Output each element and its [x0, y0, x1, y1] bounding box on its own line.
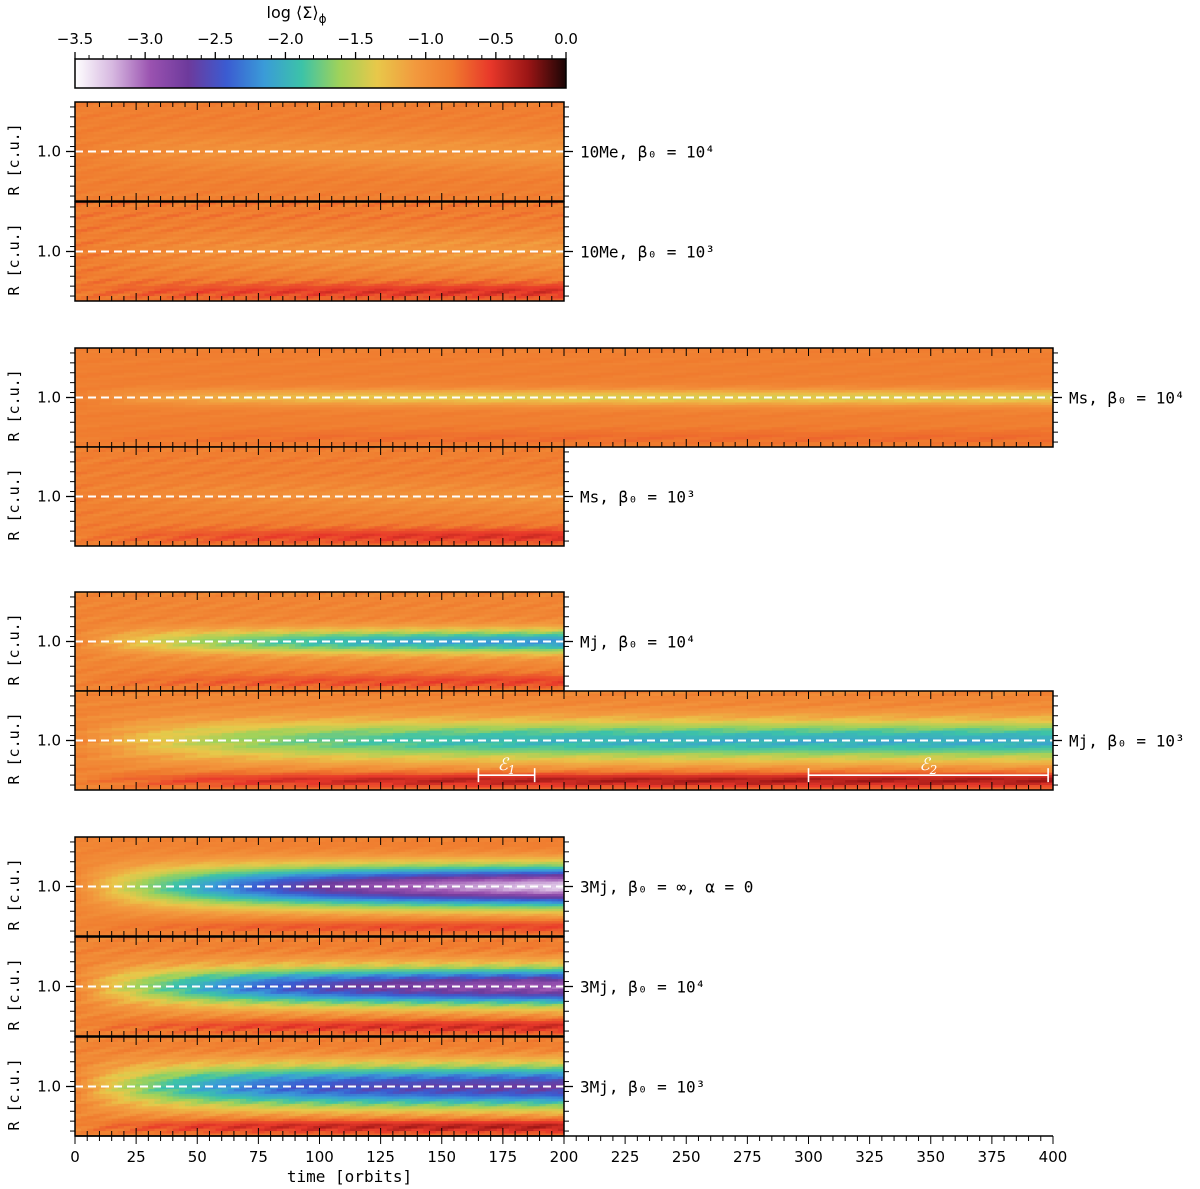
y-tick-label: 1.0: [37, 978, 61, 996]
x-tick-label: 150: [427, 1148, 456, 1166]
y-tick-label: 1.0: [37, 389, 61, 407]
x-tick-label: 350: [916, 1148, 945, 1166]
colorbar: −3.5 −3.0 −2.5 −2.0 −1.5 −1.0 −0.5 0.0 log ⟨Σ⟩ϕ: [57, 3, 578, 89]
panels: 1.0 R [c.u.] 10Me, β₀ = 10⁴ 1.0 R [c.u.] 10Me…: [5, 101, 1185, 1137]
panel-3Mj-b3: 1.0 R [c.u.] 3Mj, β₀ = 10³: [5, 1036, 705, 1137]
x-tick-label: 275: [733, 1148, 762, 1166]
heatmap-image: [75, 348, 1053, 447]
panel-label: 10Me, β₀ = 10⁴: [580, 143, 715, 162]
x-tick-label: 250: [672, 1148, 701, 1166]
panel-label: 3Mj, β₀ = 10⁴: [580, 978, 705, 997]
x-tick-label: 0: [70, 1148, 80, 1166]
panel-10Me-b3: 1.0 R [c.u.] 10Me, β₀ = 10³: [5, 201, 715, 302]
heatmap-image: [75, 837, 564, 936]
colorbar-gradient: [74, 58, 567, 89]
x-tick-label: 300: [794, 1148, 823, 1166]
y-axis-label: R [c.u.]: [5, 712, 23, 784]
heatmap-image: [75, 592, 564, 691]
x-axis: 0 25 50 75 100 125 150 175 200 225 250 275 300 325 350…: [70, 1135, 1068, 1186]
colorbar-tick-label: −3.0: [127, 30, 163, 48]
y-axis-label: R [c.u.]: [5, 123, 23, 195]
y-tick-label: 1.0: [37, 878, 61, 896]
y-axis-label: R [c.u.]: [5, 223, 23, 295]
colorbar-tick-label: −3.5: [57, 30, 93, 48]
heatmap-image: [75, 691, 1053, 790]
x-tick-label: 50: [188, 1148, 207, 1166]
panel-label: Mj, β₀ = 10³: [1069, 732, 1185, 751]
x-tick-label: 225: [611, 1148, 640, 1166]
heatmap-image: [75, 202, 564, 301]
x-axis-label: time [orbits]: [287, 1167, 412, 1186]
heatmap-image: [75, 447, 564, 546]
x-tick-label: 400: [1039, 1148, 1068, 1166]
panel-Ms-b3: 1.0 R [c.u.] Ms, β₀ = 10³: [5, 446, 696, 547]
panel-3Mj-b4: 1.0 R [c.u.] 3Mj, β₀ = 10⁴: [5, 936, 705, 1037]
colorbar-tick-label: −2.0: [267, 30, 303, 48]
panel-label: 3Mj, β₀ = ∞, α = 0: [580, 878, 753, 897]
x-tick-label: 75: [249, 1148, 268, 1166]
y-tick-label: 1.0: [37, 143, 61, 161]
x-tick-label: 175: [489, 1148, 518, 1166]
y-axis-label: R [c.u.]: [5, 468, 23, 540]
y-axis-label: R [c.u.]: [5, 1058, 23, 1130]
y-tick-label: 1.0: [37, 732, 61, 750]
panel-Ms-b4: 1.0 R [c.u.] Ms, β₀ = 10⁴: [5, 347, 1185, 448]
x-tick-label: 25: [127, 1148, 146, 1166]
panel-label: 10Me, β₀ = 10³: [580, 243, 715, 262]
x-tick-label: 325: [855, 1148, 884, 1166]
x-tick-label: 375: [978, 1148, 1007, 1166]
y-axis-label: R [c.u.]: [5, 369, 23, 441]
y-tick-label: 1.0: [37, 1078, 61, 1096]
panel-label: 3Mj, β₀ = 10³: [580, 1078, 705, 1097]
heatmap-image: [75, 1037, 564, 1136]
y-axis-label: R [c.u.]: [5, 958, 23, 1030]
x-tick-label: 100: [305, 1148, 334, 1166]
heatmap-image: [75, 102, 564, 201]
colorbar-tick-label: −2.5: [197, 30, 233, 48]
colorbar-label: log ⟨Σ⟩ϕ: [267, 3, 327, 26]
colorbar-tick-label: −1.0: [407, 30, 443, 48]
y-axis-label: R [c.u.]: [5, 613, 23, 685]
panel-label: Ms, β₀ = 10³: [580, 488, 696, 507]
y-tick-label: 1.0: [37, 633, 61, 651]
panel-label: Ms, β₀ = 10⁴: [1069, 389, 1185, 408]
panel-label: Mj, β₀ = 10⁴: [580, 633, 696, 652]
panel-Mj-b4: 1.0 R [c.u.] Mj, β₀ = 10⁴: [5, 591, 696, 692]
y-tick-label: 1.0: [37, 488, 61, 506]
colorbar-tick-label: −1.5: [337, 30, 373, 48]
x-tick-label: 125: [366, 1148, 395, 1166]
y-tick-label: 1.0: [37, 243, 61, 261]
panel-10Me-b4: 1.0 R [c.u.] 10Me, β₀ = 10⁴: [5, 101, 715, 202]
panel-3Mj-binf: 1.0 R [c.u.] 3Mj, β₀ = ∞, α = 0: [5, 836, 753, 937]
colorbar-tick-label: −0.5: [478, 30, 514, 48]
y-axis-label: R [c.u.]: [5, 858, 23, 930]
colorbar-tick-label: 0.0: [554, 30, 578, 48]
x-tick-label: 200: [550, 1148, 579, 1166]
